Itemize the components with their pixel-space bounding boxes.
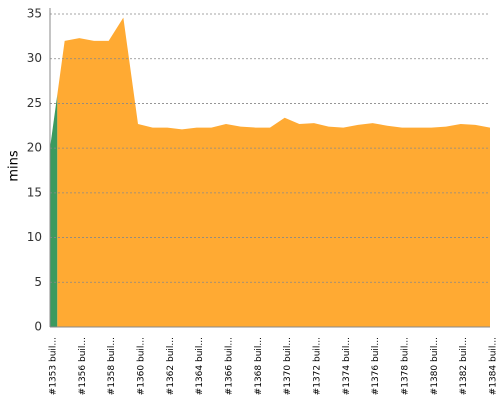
y-tick-label: 10 <box>27 230 42 244</box>
x-tick-label: #1378 buil... <box>401 337 411 395</box>
y-tick-label: 5 <box>34 275 42 289</box>
x-tick-label: #1360 buil... <box>137 337 147 395</box>
y-tick-label: 35 <box>27 7 42 21</box>
y-tick-label: 0 <box>34 320 42 334</box>
area <box>50 94 58 327</box>
y-tick-label: 20 <box>27 141 42 155</box>
x-tick-label: #1368 buil... <box>254 337 264 395</box>
x-tick-label: #1384 buil... <box>489 337 499 395</box>
x-tick-label: #1374 buil... <box>342 337 352 395</box>
x-tick-label: #1382 buil... <box>459 337 469 395</box>
y-tick-label: 15 <box>27 185 42 199</box>
x-tick-label: #1358 buil... <box>107 337 117 395</box>
x-tick-label: #1356 buil... <box>78 337 88 395</box>
x-tick-label: #1380 buil... <box>430 337 440 395</box>
x-tick-label: #1362 buil... <box>166 337 176 395</box>
x-tick-label: #1353 buil... <box>49 337 59 395</box>
x-tick-label: #1364 buil... <box>195 337 205 395</box>
y-tick-label: 30 <box>27 51 42 65</box>
area <box>57 17 490 327</box>
y-axis-label: mins <box>7 150 22 182</box>
x-tick-label: #1370 buil... <box>283 337 293 395</box>
y-tick-label: 25 <box>27 96 42 110</box>
x-tick-label: #1376 buil... <box>371 337 381 395</box>
x-tick-label: #1372 buil... <box>313 337 323 395</box>
x-tick-label: #1366 buil... <box>225 337 235 395</box>
